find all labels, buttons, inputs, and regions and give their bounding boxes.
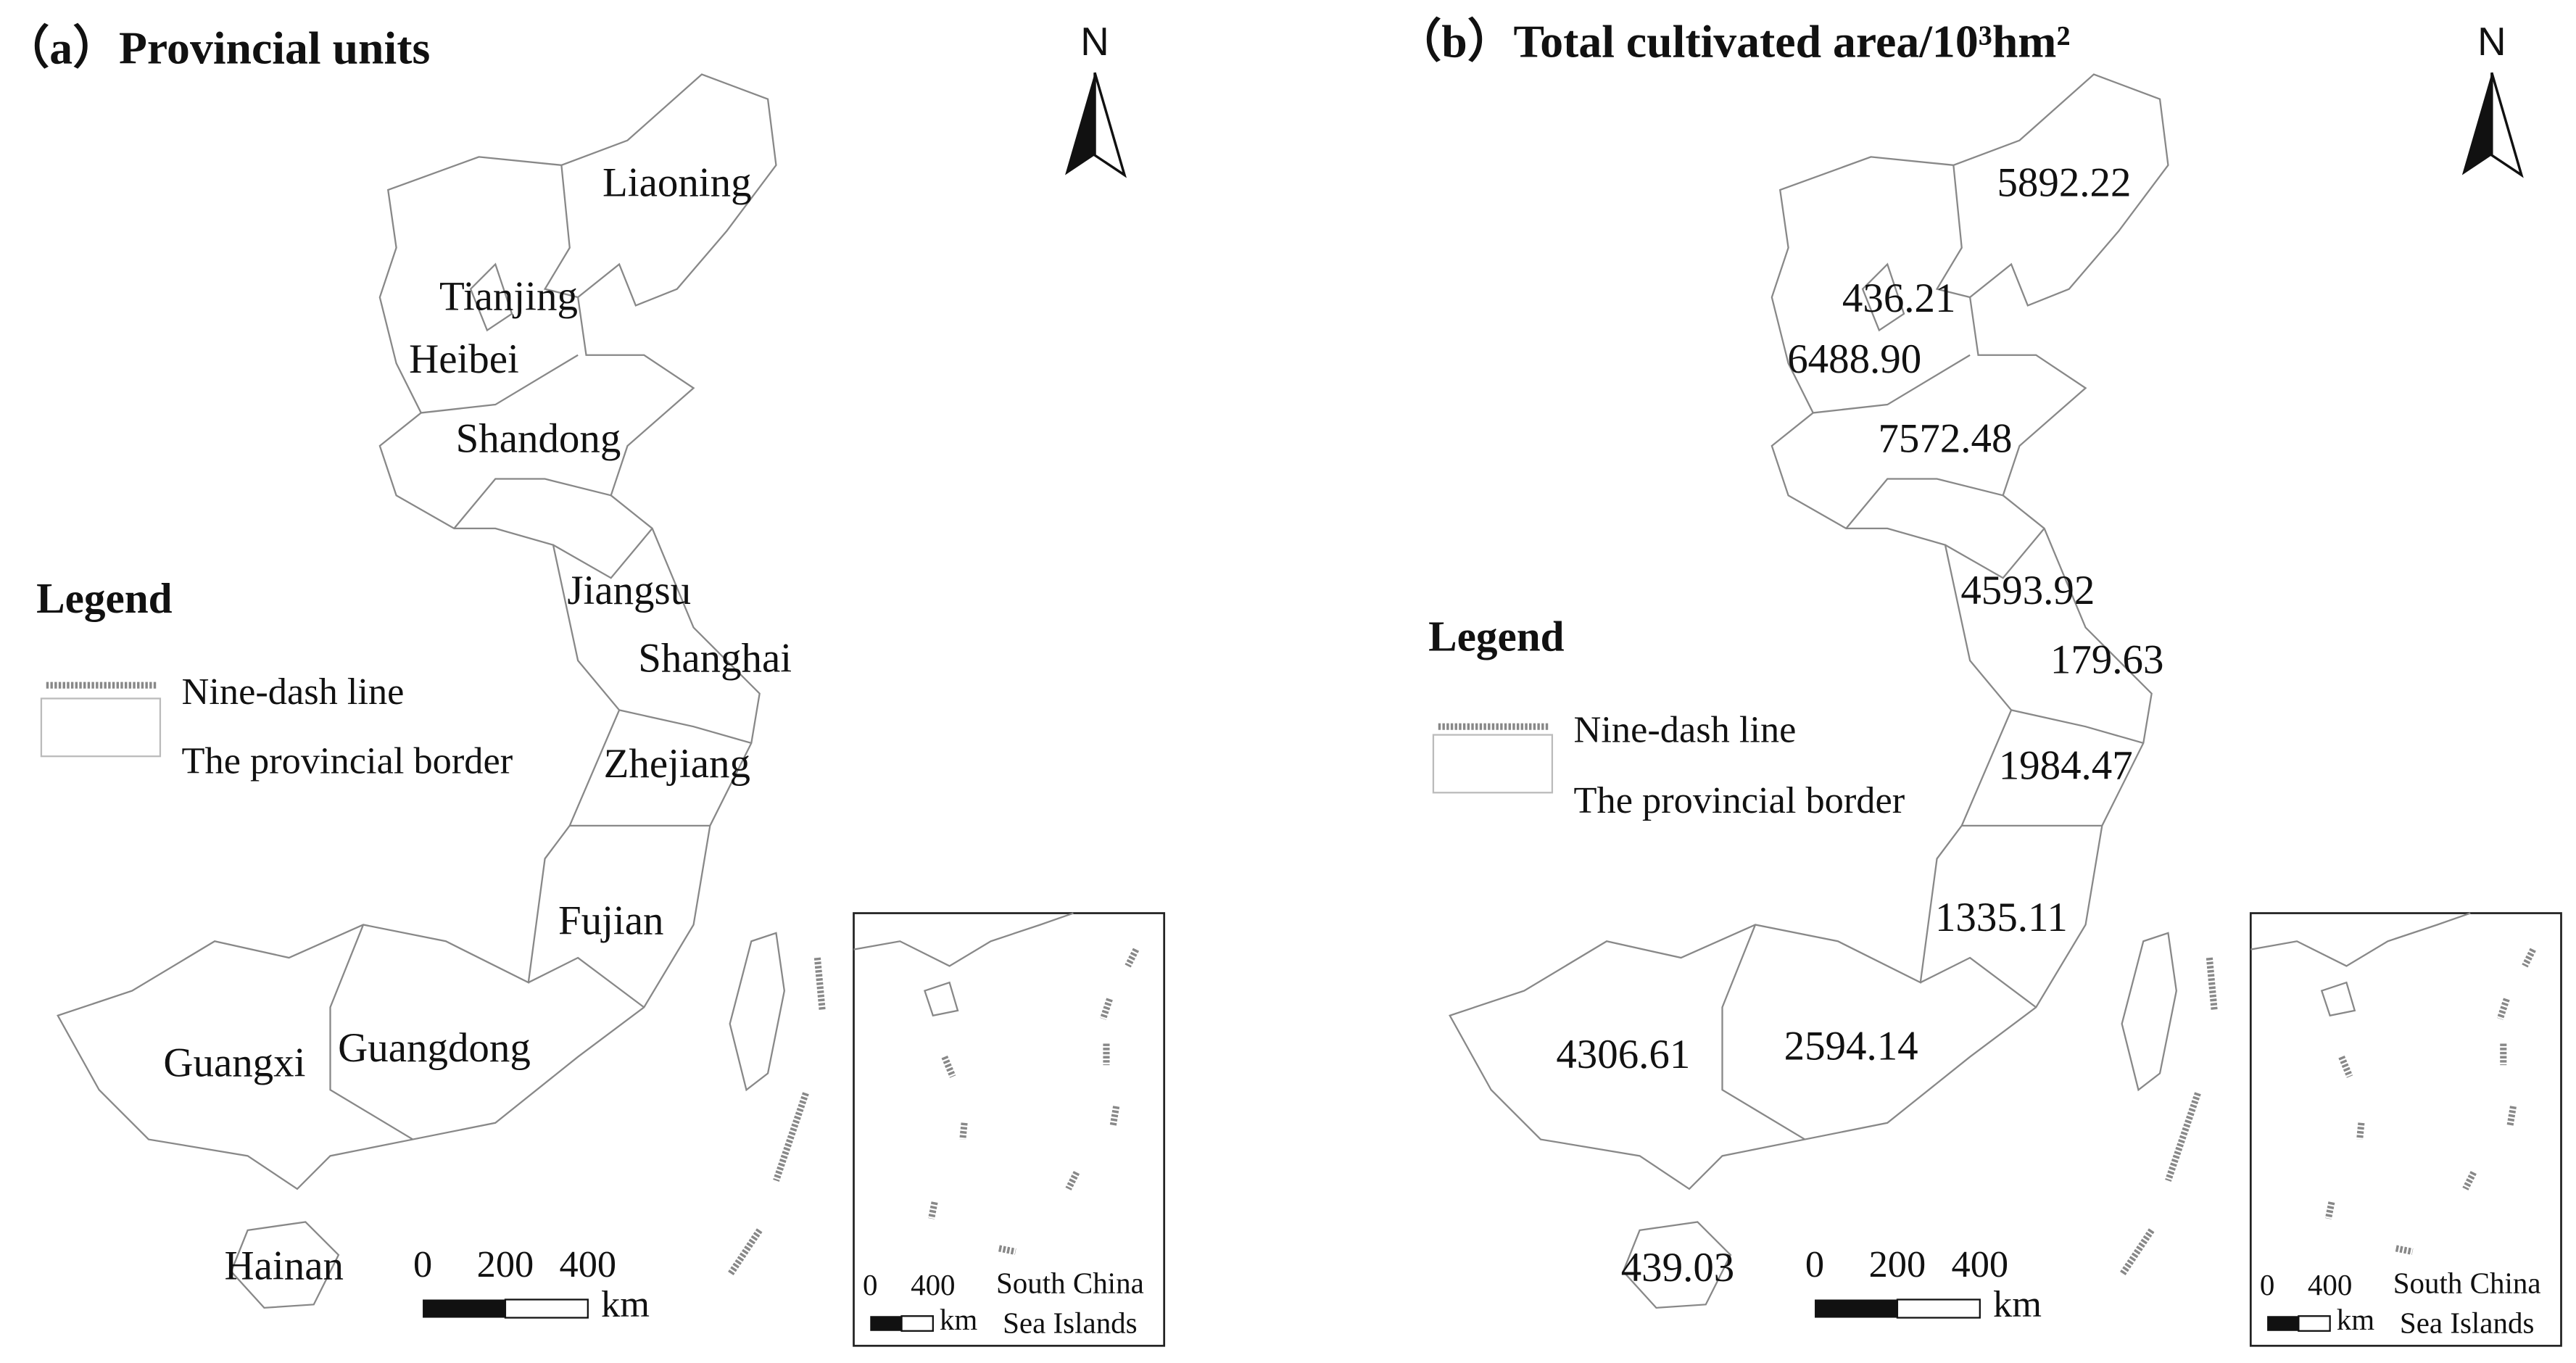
legend-box (40, 697, 162, 758)
map-label: 7572.48 (1878, 415, 2012, 461)
inset-scale-bar (2298, 1315, 2331, 1332)
north-label: N (1080, 20, 1109, 64)
legend-item: The provincial border (182, 740, 513, 782)
north-label: N (2477, 20, 2506, 64)
map-label: 2594.14 (1784, 1024, 1918, 1069)
map-label: Guangdong (338, 1025, 531, 1071)
scale-bar (423, 1299, 505, 1318)
inset-tick: 0 (2260, 1268, 2275, 1301)
scale-tick: 0 (413, 1243, 432, 1285)
map-label: Hainan (225, 1243, 344, 1289)
map-label: Shandong (456, 415, 621, 461)
scale-bar (504, 1298, 589, 1319)
inset-scale-bar (2267, 1316, 2299, 1331)
map-outline (58, 75, 823, 1308)
legend-title: Legend (36, 574, 173, 622)
map-outline (1450, 75, 2215, 1308)
map-label: 439.03 (1621, 1245, 1735, 1290)
legend-item: Nine-dash line (1574, 708, 1797, 750)
north-arrow (2461, 71, 2523, 177)
map-label: Heibei (409, 336, 519, 382)
map-label: Shanghai (638, 635, 792, 681)
map-label: 179.63 (2050, 637, 2164, 683)
scale-tick: 0 (1805, 1243, 1824, 1285)
map-label: 1984.47 (1999, 742, 2133, 788)
inset-tick: 400 (2308, 1268, 2352, 1301)
panel-title: （b）Total cultivated area/10³hm² (1396, 15, 2071, 67)
map-label: 436.21 (1842, 276, 1956, 321)
inset-tick: 0 (863, 1268, 878, 1301)
panel: （b）Total cultivated area/10³hm² 5892.22 43… (1396, 15, 2561, 1346)
scale-bar (1896, 1298, 1981, 1319)
map-label: 1335.11 (1935, 895, 2068, 940)
inset-caption: Sea Islands (1003, 1306, 1138, 1339)
panel-title: （a）Provincial units (4, 22, 431, 74)
inset-scale-bar (900, 1315, 934, 1332)
scale-unit: km (601, 1283, 650, 1325)
map-label: 4593.92 (1960, 568, 2095, 613)
north-arrow (1064, 71, 1126, 177)
map-label: Zhejiang (604, 741, 750, 787)
legend-item: Nine-dash line (182, 671, 405, 713)
map-label: Fujian (558, 898, 663, 944)
inset-unit: km (2337, 1303, 2374, 1336)
map-label: Guangxi (163, 1040, 305, 1085)
scale-bar (1815, 1299, 1897, 1318)
inset-scale-bar (870, 1316, 902, 1331)
inset-caption: Sea Islands (2400, 1306, 2535, 1339)
legend-box (1432, 734, 1554, 794)
scale-tick: 200 (1869, 1243, 1926, 1285)
inset-caption: South China (2393, 1267, 2541, 1300)
map-label: Tianjing (439, 274, 578, 320)
scale-tick: 400 (1952, 1243, 2009, 1285)
inset-unit: km (940, 1303, 977, 1336)
scale-tick: 400 (560, 1243, 617, 1285)
legend-item: The provincial border (1574, 779, 1905, 821)
map-label: 5892.22 (1997, 160, 2131, 205)
inset-caption: South China (996, 1267, 1144, 1300)
scale-tick: 200 (477, 1243, 534, 1285)
legend-title: Legend (1428, 612, 1565, 660)
map-label: Liaoning (602, 160, 752, 205)
scale-unit: km (1993, 1283, 2042, 1325)
inset-tick: 400 (911, 1268, 955, 1301)
map-label: Jiangsu (567, 568, 691, 613)
panel: （a）Provincial units Liaoning Tianjing Heibe… (4, 20, 1164, 1346)
map-label: 6488.90 (1787, 336, 1921, 382)
map-label: 4306.61 (1556, 1032, 1690, 1077)
